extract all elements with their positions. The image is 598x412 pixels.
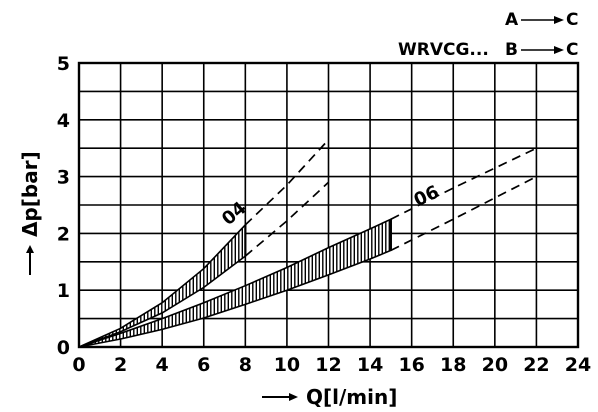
legend-path-1-to: C	[566, 10, 578, 30]
y-tick-label: 5	[57, 53, 70, 75]
y-tick-label: 4	[57, 110, 70, 132]
series-dashed-lower-06	[390, 175, 537, 252]
x-axis-arrowhead	[289, 393, 298, 401]
y-axis-label-group: Δp[bar]	[18, 151, 42, 275]
series-dashed-lower-04	[244, 181, 330, 257]
x-tick-label: 2	[114, 354, 127, 376]
legend-path-1-from: A	[505, 10, 519, 30]
y-axis-arrowhead	[26, 245, 34, 253]
series-dashed-upper-04	[244, 139, 330, 226]
series-curves	[244, 139, 537, 257]
x-tick-label: 20	[482, 354, 508, 376]
x-tick-labels: 0 2 4 6 8 10 12 14 16 18 20 22 24	[72, 354, 591, 376]
series-bands	[78, 217, 392, 348]
y-tick-label: 3	[57, 167, 70, 189]
y-tick-label: 1	[57, 280, 70, 302]
legend: WRVCG... A C B C	[398, 10, 578, 60]
x-tick-label: 22	[523, 354, 549, 376]
plot-border	[77, 61, 580, 349]
series-dashed-upper-06	[390, 147, 537, 220]
y-tick-label: 2	[57, 223, 70, 245]
x-tick-label: 16	[398, 354, 424, 376]
x-tick-label: 14	[357, 354, 383, 376]
x-axis-label: Q[l/min]	[306, 385, 397, 409]
y-tick-label: 0	[57, 337, 70, 359]
plot-frame	[77, 61, 580, 349]
x-tick-label: 18	[440, 354, 466, 376]
x-tick-label: 4	[156, 354, 169, 376]
legend-path-1-arrowhead	[554, 16, 564, 24]
series-label-06: 06	[411, 182, 443, 212]
legend-path-2-to: C	[566, 40, 578, 60]
x-tick-label: 0	[72, 354, 85, 376]
y-tick-labels: 0 1 2 3 4 5	[57, 53, 70, 359]
legend-model: WRVCG...	[398, 40, 489, 60]
x-tick-label: 24	[565, 354, 591, 376]
x-tick-label: 10	[274, 354, 300, 376]
x-tick-label: 6	[197, 354, 210, 376]
legend-path-2-arrowhead	[554, 46, 564, 54]
y-axis-label: Δp[bar]	[18, 151, 42, 237]
x-tick-label: 12	[315, 354, 341, 376]
legend-path-2-from: B	[505, 40, 518, 60]
x-tick-label: 8	[239, 354, 252, 376]
x-axis-label-group: Q[l/min]	[262, 385, 397, 409]
grid	[78, 62, 579, 348]
